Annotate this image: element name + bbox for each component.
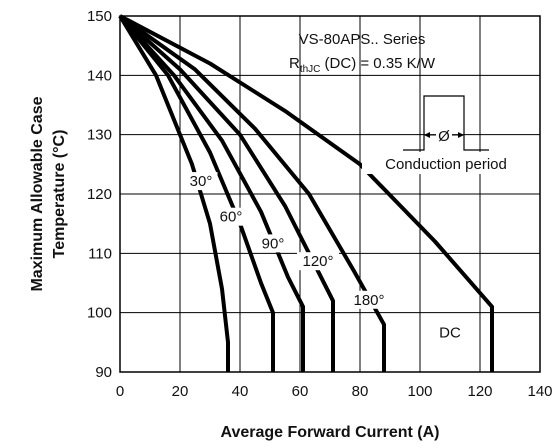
y-tick-label: 100 (87, 305, 112, 322)
curve-label-bg (348, 290, 390, 309)
curve-label-bg (184, 172, 218, 191)
curve-label: 60° (220, 209, 243, 226)
series-name-annotation: VS-80APS.. Series (299, 31, 426, 48)
curve-label: 90° (262, 235, 285, 252)
curve-label: 30° (190, 173, 213, 190)
y-tick-label: 150 (87, 8, 112, 25)
conduction-period-label: Conduction period (385, 156, 507, 173)
curve-label: DC (439, 324, 461, 341)
x-tick-label: 0 (116, 383, 124, 400)
conduction-period-diagram: Ø Conduction period (362, 95, 530, 174)
x-tick-label: 80 (352, 383, 369, 400)
y-axis-title-line2: Temperature (°C) (51, 130, 68, 259)
phi-symbol: Ø (438, 128, 450, 145)
curve-label: 180° (353, 292, 384, 309)
series-line (119, 14, 494, 372)
x-tick-label: 140 (527, 383, 552, 400)
x-tick-label: 120 (467, 383, 492, 400)
curve-labels: 30° 60° 90° 120° 180° DC (184, 172, 461, 341)
series-line (118, 14, 335, 372)
curve-label-bg (214, 207, 248, 226)
x-tick-label: 20 (172, 383, 189, 400)
y-axis-title-line1: Maximum Allowable Case (29, 96, 46, 291)
curve-label-bg (297, 252, 339, 271)
grid (119, 15, 541, 373)
x-tick-label: 100 (407, 383, 432, 400)
plot-frame (119, 15, 541, 373)
x-tick-label: 60 (292, 383, 309, 400)
thermal-resistance-annotation: RthJC (DC) = 0.35 K/W (289, 55, 436, 75)
series-line (118, 14, 386, 372)
series-line (118, 14, 230, 372)
tick-labels: 0 20 40 60 80 100 120 140 90 100 110 120 130 140 150 (87, 8, 553, 400)
x-axis-title: Average Forward Current (A) (221, 424, 440, 441)
curve-label-bg (256, 234, 290, 253)
y-tick-label: 140 (87, 67, 112, 84)
curve-label: 120° (302, 253, 333, 270)
x-tick-label: 40 (232, 383, 249, 400)
y-tick-label: 90 (95, 364, 112, 381)
y-tick-label: 130 (87, 127, 112, 144)
y-tick-label: 110 (88, 245, 112, 262)
series-line (118, 14, 305, 372)
y-tick-label: 120 (87, 186, 112, 203)
